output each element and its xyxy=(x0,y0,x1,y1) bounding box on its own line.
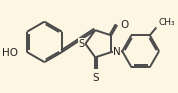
Text: CH₃: CH₃ xyxy=(158,18,175,27)
Text: O: O xyxy=(120,20,128,30)
Text: HO: HO xyxy=(2,48,18,58)
Text: S: S xyxy=(92,73,99,83)
Text: N: N xyxy=(113,47,121,57)
Text: S: S xyxy=(78,39,85,49)
